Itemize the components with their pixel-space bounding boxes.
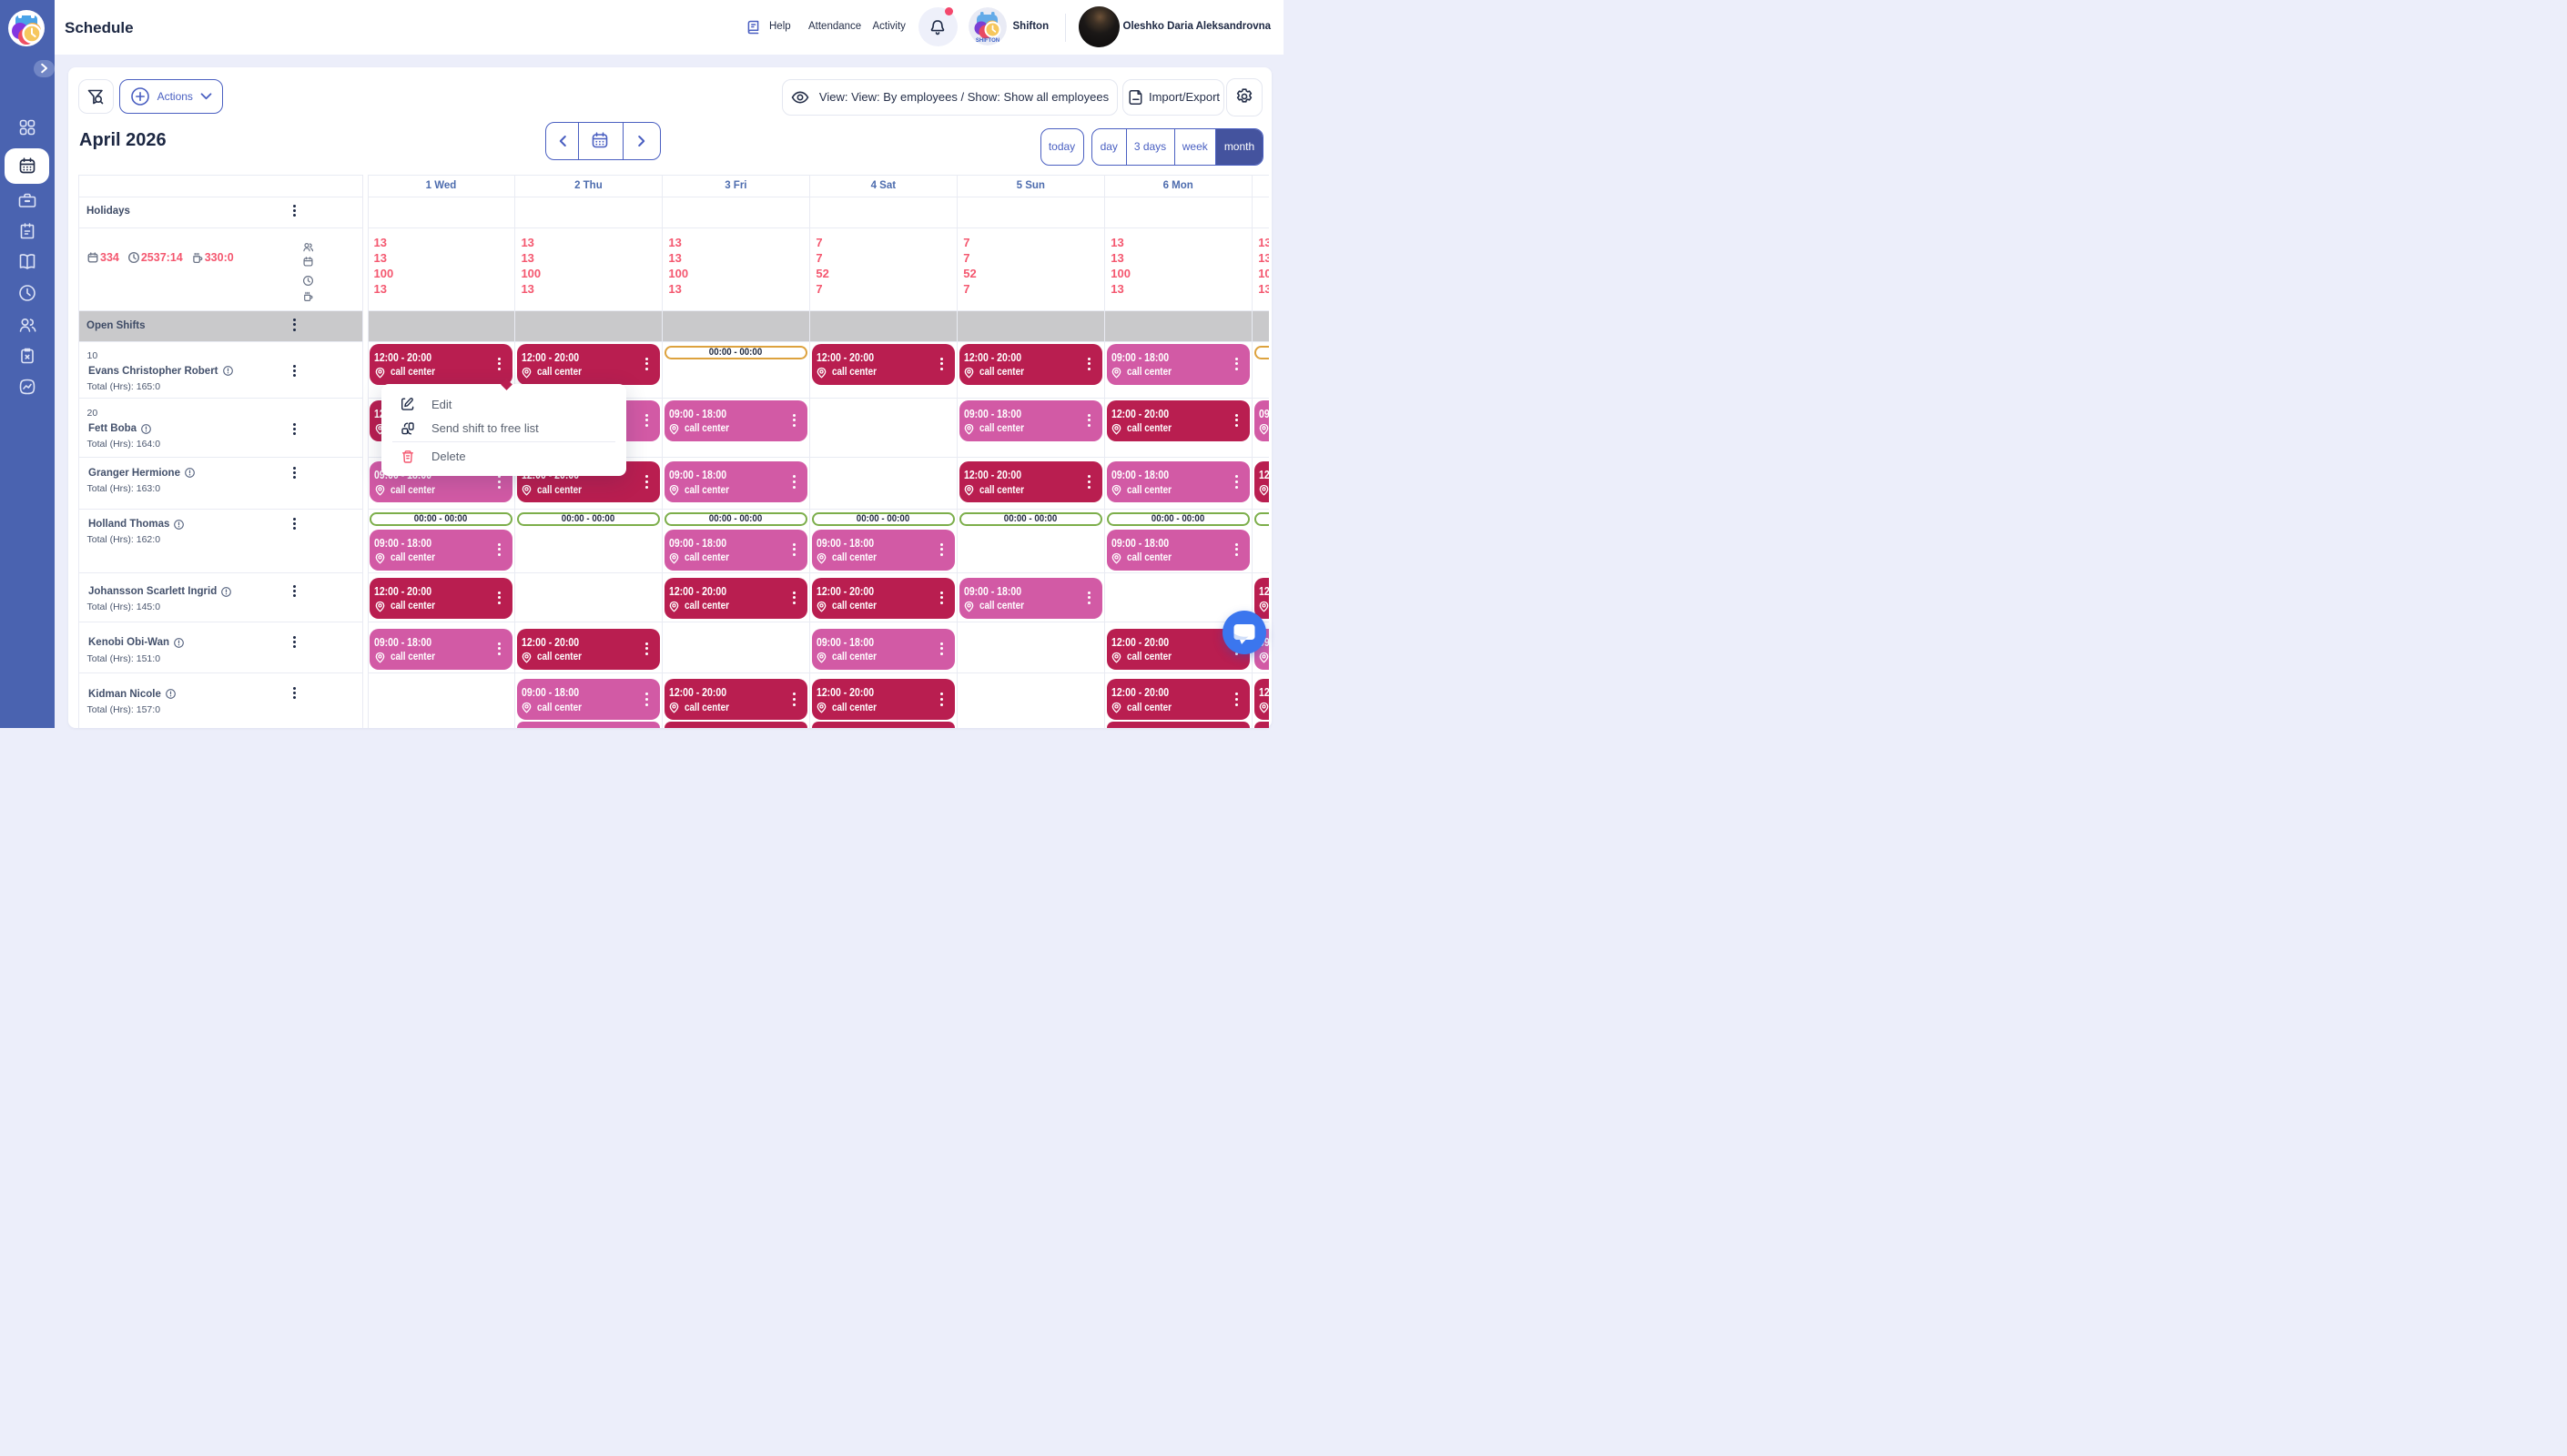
svg-text:SHIFTON: SHIFTON <box>976 38 999 44</box>
